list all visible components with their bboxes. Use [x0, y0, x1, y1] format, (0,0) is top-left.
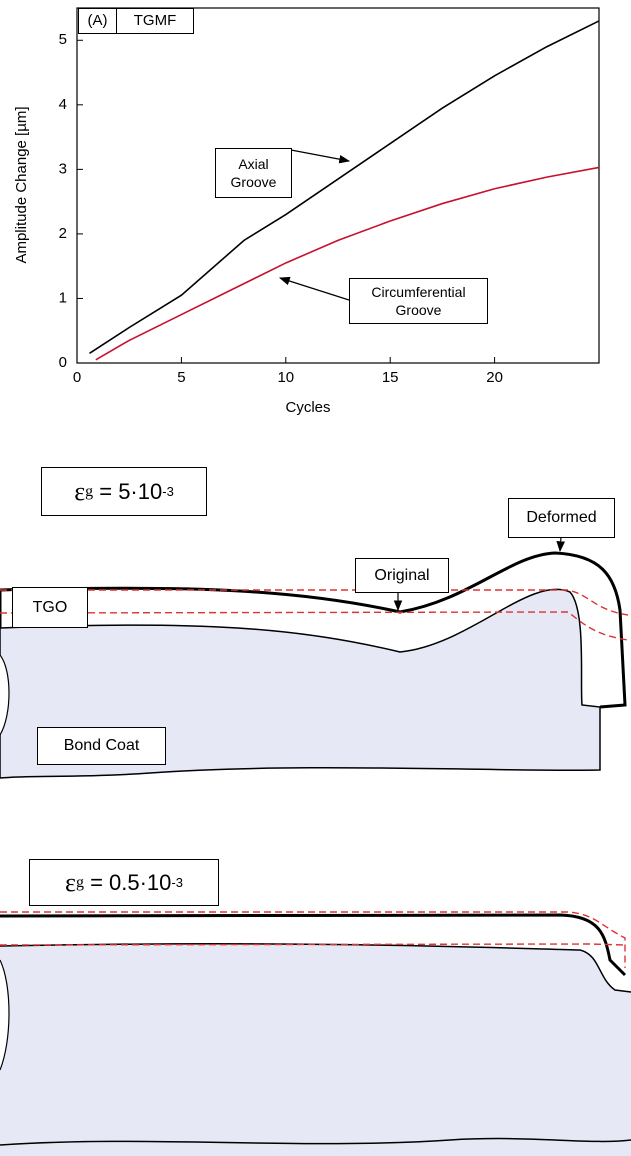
y-axis-label: Amplitude Change [µm]: [13, 106, 30, 263]
x-tick-label: 10: [277, 369, 294, 386]
y-tick-label: 4: [59, 96, 67, 113]
series-line: [89, 20, 600, 354]
series-line: [95, 166, 600, 361]
strain-subscript: g: [75, 873, 84, 891]
bond-coat: [0, 943, 631, 1156]
plot-frame: [76, 7, 600, 364]
label: Deformed: [508, 498, 615, 538]
strain-symbol: ε: [74, 476, 86, 506]
tgo-deformed: [0, 551, 627, 709]
tgo-deformed: [0, 913, 627, 977]
y-tick-label: 0: [59, 354, 67, 371]
y-tick-label: 5: [59, 31, 67, 48]
strain-value: = 5·10: [93, 478, 163, 504]
tgo-original: [0, 911, 626, 968]
bond-coat-edge: [0, 959, 10, 1071]
bond-coat-edge: [0, 1137, 631, 1146]
panel-label: (A): [78, 8, 117, 34]
x-tick-label: 20: [486, 369, 503, 386]
series-label: Circumferential Groove: [349, 278, 488, 324]
strain-exponent: -3: [162, 483, 174, 499]
x-tick-label: 0: [73, 369, 81, 386]
tgo-original: [0, 611, 629, 641]
series-label: Axial Groove: [215, 148, 292, 198]
x-tick-label: 5: [177, 369, 185, 386]
strain-subscript: g: [85, 482, 94, 500]
arrow: [290, 149, 351, 164]
arrow: [278, 276, 350, 301]
strain-value: = 0.5·10: [83, 869, 172, 895]
bond-coat-edge: [0, 943, 631, 993]
y-tick-label: 1: [59, 289, 67, 306]
x-axis-label: Cycles: [285, 399, 330, 416]
label: Bond Coat: [37, 727, 166, 765]
x-tick-label: 15: [382, 369, 399, 386]
bond-coat-edge: [0, 654, 10, 736]
tgo-original: [0, 943, 626, 946]
arrow: [556, 536, 566, 553]
strain-symbol: ε: [65, 867, 76, 897]
strain-exponent: -3: [171, 874, 183, 890]
condition-label: TGMF: [116, 8, 194, 34]
label: TGO: [12, 587, 88, 628]
y-tick-label: 3: [59, 160, 67, 177]
y-tick-label: 2: [59, 225, 67, 242]
label: Original: [355, 558, 449, 593]
